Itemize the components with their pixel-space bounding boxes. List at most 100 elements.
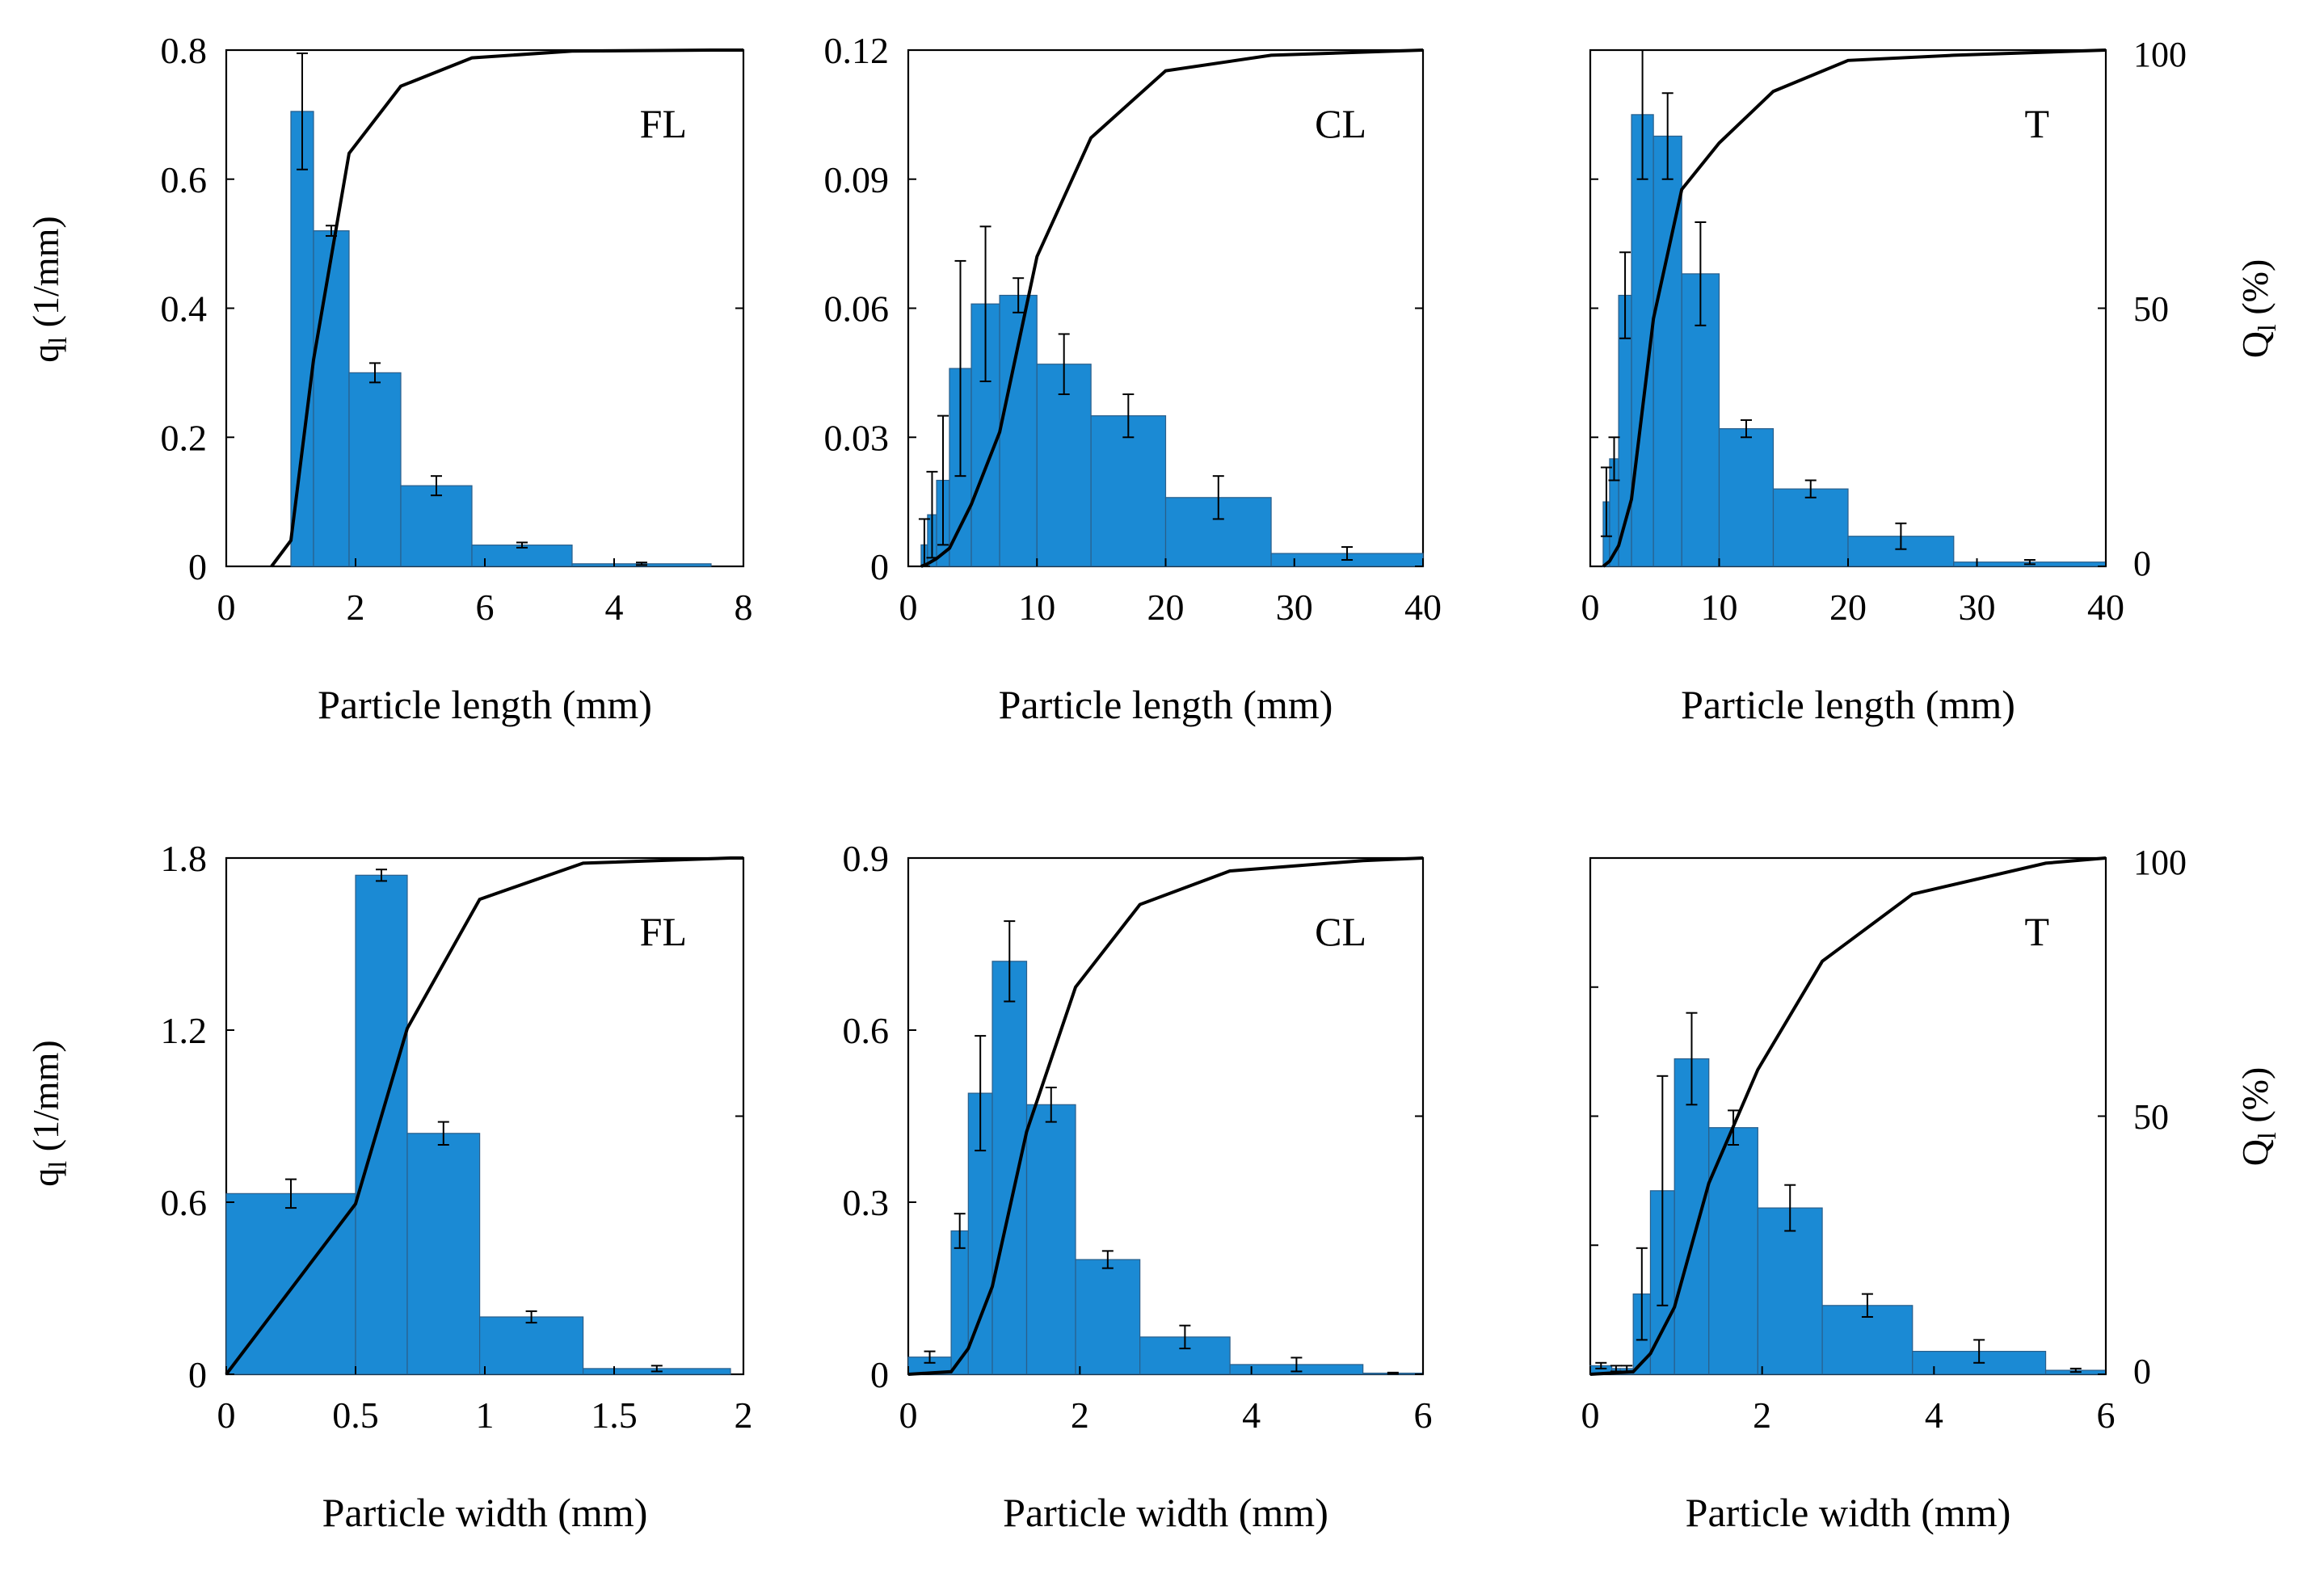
x-tick-label: 0 <box>899 587 918 628</box>
x-tick-label: 0 <box>899 1394 918 1436</box>
error-bar <box>954 1213 966 1249</box>
error-bar <box>431 475 442 497</box>
x-tick-label: 0 <box>217 1394 236 1436</box>
panel-tag: T <box>2024 909 2049 954</box>
bar <box>400 485 473 567</box>
error-bar <box>1861 1293 1873 1318</box>
bar <box>999 294 1038 567</box>
error-bar <box>1290 1357 1303 1373</box>
cumulative-curve <box>920 48 1424 568</box>
y-tick-label: 0.12 <box>824 30 890 71</box>
panel-top-left: 0 2 6 4 8 0 0.2 0.4 0.6 0.8 FL Particle length (mm) <box>161 30 753 727</box>
error-bar <box>1058 333 1070 395</box>
x-tick-label: 0.5 <box>332 1394 379 1436</box>
right-axis-label-bottom: Ql (%) <box>2234 1067 2281 1167</box>
bar <box>1036 364 1092 567</box>
right-axis-label-top: Ql (%) <box>2234 259 2281 359</box>
error-bar <box>1973 1339 1985 1364</box>
x-tick-label: 30 <box>1276 587 1313 628</box>
bar <box>1090 415 1167 567</box>
y-tick-label: 0 <box>870 546 889 587</box>
error-bar <box>650 1365 663 1373</box>
left-axis-label-top: ql (1/mm) <box>25 216 72 362</box>
x-tick-label: 2 <box>1071 1394 1089 1436</box>
error-bar <box>1595 1361 1607 1369</box>
y-tick-label: 0 <box>188 1354 207 1395</box>
x-tick-label: 30 <box>1959 587 1996 628</box>
right-tick-bottom-50: 50 <box>2133 1097 2169 1137</box>
panel-bottom-left: 0 0.5 1 1.5 2 0 0.6 1.2 1.8 FL Particle width (mm) <box>161 838 753 1535</box>
y-tick-label: 0.6 <box>161 1182 208 1223</box>
error-bar <box>1013 277 1025 313</box>
error-bar <box>975 1035 987 1152</box>
bar <box>406 1133 481 1375</box>
x-axis-title: Particle width (mm) <box>322 1490 648 1535</box>
x-axis-title: Particle length (mm) <box>999 682 1333 727</box>
bar <box>1757 1207 1823 1375</box>
bar <box>991 961 1028 1375</box>
error-bar <box>1341 546 1354 562</box>
panels: 0 2 6 4 8 0 0.2 0.4 0.6 0.8 FL Particle length (mm)… <box>161 30 2125 1535</box>
x-tick-label: 0 <box>217 587 236 628</box>
x-tick-label: 0 <box>1581 1394 1600 1436</box>
bar <box>355 874 408 1375</box>
y-tick-label: 0.4 <box>161 288 208 330</box>
x-tick-label: 0 <box>1581 587 1600 628</box>
error-bar <box>924 1350 936 1364</box>
cumulative-curve <box>270 48 743 568</box>
error-bar <box>954 259 966 477</box>
y-tick-label: 0.3 <box>843 1182 890 1223</box>
y-tick-label: 0.06 <box>824 288 890 330</box>
x-axis-title: Particle length (mm) <box>1681 682 2015 727</box>
error-bar <box>636 562 647 566</box>
error-bar <box>1004 920 1016 1003</box>
panel-tag: T <box>2024 101 2049 146</box>
cumulative-curve <box>1602 48 2107 568</box>
error-bar <box>1608 436 1620 482</box>
bar <box>348 372 402 567</box>
error-bar <box>1122 393 1135 439</box>
error-bar <box>1619 251 1631 339</box>
error-bar <box>525 1310 537 1324</box>
x-tick-label: 40 <box>1404 587 1442 628</box>
bar <box>1718 427 1775 567</box>
x-tick-label: 6 <box>476 587 495 628</box>
x-tick-label: 1.5 <box>591 1394 638 1436</box>
y-tick-label: 0.6 <box>843 1010 890 1051</box>
left-axis-label-bottom: ql (1/mm) <box>25 1040 72 1186</box>
error-bar <box>979 225 991 383</box>
error-bar <box>297 52 308 170</box>
error-bar <box>1784 1184 1796 1232</box>
y-tick-label: 0.09 <box>824 159 890 200</box>
error-bar <box>1179 1324 1191 1350</box>
bar <box>1674 1058 1710 1375</box>
right-tick-bottom-0: 0 <box>2133 1352 2151 1391</box>
error-bar <box>437 1121 449 1146</box>
x-tick-label: 4 <box>1242 1394 1261 1436</box>
error-bar <box>516 541 528 549</box>
y-tick-label: 1.8 <box>161 838 208 879</box>
bar <box>478 1316 584 1375</box>
x-axis-title: Particle width (mm) <box>1686 1490 2011 1535</box>
error-bar <box>1636 1247 1648 1341</box>
error-bar <box>2069 1367 2082 1373</box>
y-tick-label: 0 <box>870 1354 889 1395</box>
y-tick-label: 0.8 <box>161 30 208 71</box>
bar <box>1075 1259 1141 1375</box>
x-tick-label: 2 <box>347 587 365 628</box>
y-tick-label: 0.6 <box>161 159 208 200</box>
error-bar <box>1695 221 1707 326</box>
y-tick-label: 1.2 <box>161 1010 208 1051</box>
y-tick-label: 0 <box>188 546 207 587</box>
x-axis-title: Particle width (mm) <box>1003 1490 1328 1535</box>
error-bar <box>1101 1250 1114 1269</box>
bar <box>1772 488 1849 567</box>
right-tick-top-0: 0 <box>2133 544 2151 583</box>
x-tick-label: 2 <box>1753 1394 1771 1436</box>
panel-tag: CL <box>1315 101 1366 146</box>
panel-top-middle: 0 10 20 30 40 0 0.03 0.06 0.09 0.12 CL Particle len… <box>824 30 1442 727</box>
error-bar <box>1804 479 1817 498</box>
y-tick-label: 0.9 <box>843 838 890 879</box>
right-tick-bottom-100: 100 <box>2133 843 2187 882</box>
